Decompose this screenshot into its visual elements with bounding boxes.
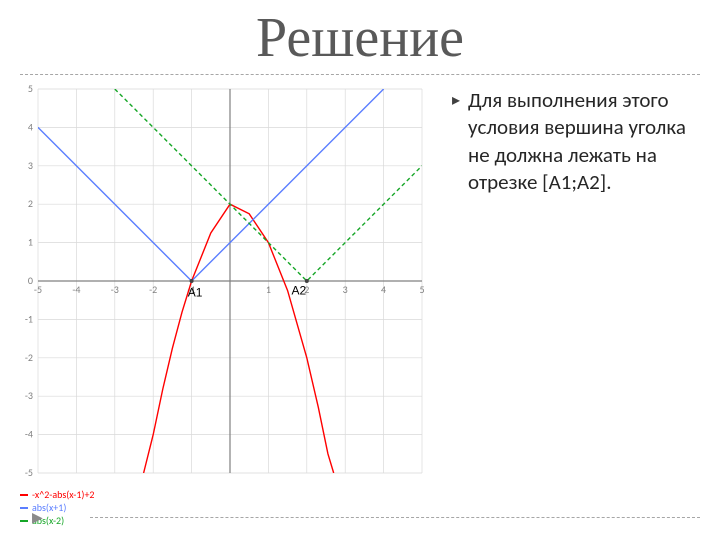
bullet-marker: ▸ [452,90,460,110]
legend-swatch [20,520,28,522]
slide-next-indicator: ▶ [32,509,43,526]
svg-text:-4: -4 [25,428,33,441]
legend-swatch [20,507,28,509]
page-title: Решение [0,6,720,70]
svg-text:4: 4 [28,120,33,133]
legend-swatch [20,494,28,496]
chart-legend: -x^2-abs(x-1)+2abs(x+1)abs(x-2) [20,488,440,527]
svg-text:1: 1 [28,236,33,249]
svg-text:4: 4 [381,283,386,296]
svg-text:A2: A2 [291,283,306,297]
explanation-text: Для выполнения этого условия вершина уго… [468,87,702,196]
svg-text:-3: -3 [111,283,119,296]
svg-text:A1: A1 [188,285,203,299]
chart-container: -5-4-3-2-112345-5-4-3-2-1012345A1A2 -x^2… [10,81,440,527]
svg-text:-5: -5 [25,466,33,479]
legend-item: abs(x-2) [20,514,440,527]
svg-text:2: 2 [28,197,33,210]
legend-item: -x^2-abs(x-1)+2 [20,488,440,501]
svg-text:0: 0 [28,274,33,287]
content-row: -5-4-3-2-112345-5-4-3-2-1012345A1A2 -x^2… [0,81,720,527]
bullet-item: ▸ Для выполнения этого условия вершина у… [452,87,702,196]
svg-text:-5: -5 [34,283,42,296]
svg-text:-1: -1 [25,312,33,325]
svg-text:5: 5 [419,283,424,296]
divider-bottom [90,517,700,518]
text-column: ▸ Для выполнения этого условия вершина у… [440,81,710,527]
svg-text:-3: -3 [25,389,33,402]
svg-text:-4: -4 [72,283,80,296]
svg-text:3: 3 [343,283,348,296]
function-chart: -5-4-3-2-112345-5-4-3-2-1012345A1A2 [10,81,430,481]
legend-label: -x^2-abs(x-1)+2 [32,488,95,501]
svg-text:-2: -2 [149,283,157,296]
divider-top [20,74,700,75]
svg-text:5: 5 [28,82,33,95]
svg-text:1: 1 [266,283,271,296]
svg-text:-2: -2 [25,351,33,364]
svg-text:3: 3 [28,159,33,172]
legend-item: abs(x+1) [20,501,440,514]
